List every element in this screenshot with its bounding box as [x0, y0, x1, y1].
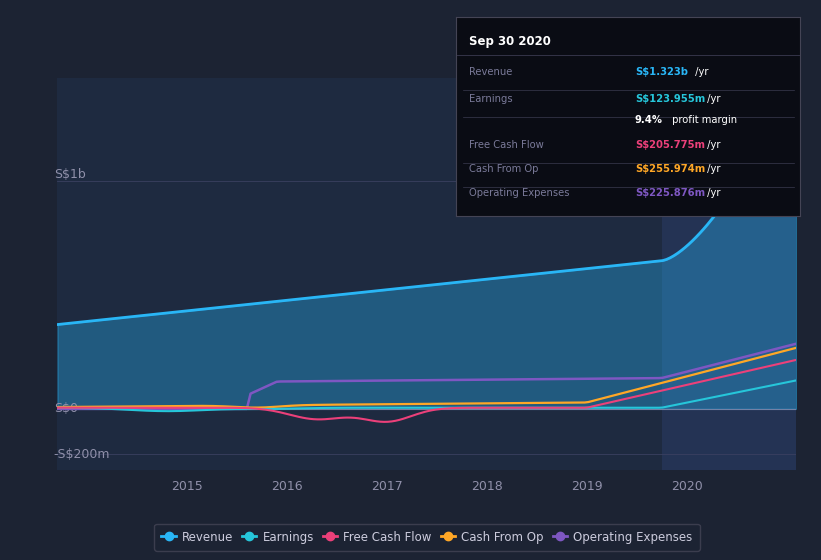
Bar — [662, 78, 796, 470]
Text: -S$200m: -S$200m — [54, 448, 110, 461]
Text: Sep 30 2020: Sep 30 2020 — [470, 35, 552, 48]
Text: Revenue: Revenue — [470, 67, 513, 77]
Text: S$1.323b: S$1.323b — [635, 67, 688, 77]
Text: profit margin: profit margin — [669, 115, 737, 125]
Text: /yr: /yr — [704, 94, 720, 104]
Text: /yr: /yr — [692, 67, 709, 77]
Text: S$255.974m: S$255.974m — [635, 164, 705, 174]
Text: /yr: /yr — [704, 188, 720, 198]
Text: S$123.955m: S$123.955m — [635, 94, 705, 104]
Legend: Revenue, Earnings, Free Cash Flow, Cash From Op, Operating Expenses: Revenue, Earnings, Free Cash Flow, Cash … — [154, 524, 699, 550]
Text: 9.4%: 9.4% — [635, 115, 663, 125]
Text: S$205.775m: S$205.775m — [635, 140, 705, 150]
Text: Operating Expenses: Operating Expenses — [470, 188, 570, 198]
Text: Earnings: Earnings — [470, 94, 513, 104]
Text: /yr: /yr — [704, 140, 720, 150]
Text: Cash From Op: Cash From Op — [470, 164, 539, 174]
Text: S$1b: S$1b — [54, 168, 85, 181]
Text: /yr: /yr — [704, 164, 720, 174]
Text: Free Cash Flow: Free Cash Flow — [470, 140, 544, 150]
Text: S$0: S$0 — [54, 403, 78, 416]
Text: S$225.876m: S$225.876m — [635, 188, 705, 198]
